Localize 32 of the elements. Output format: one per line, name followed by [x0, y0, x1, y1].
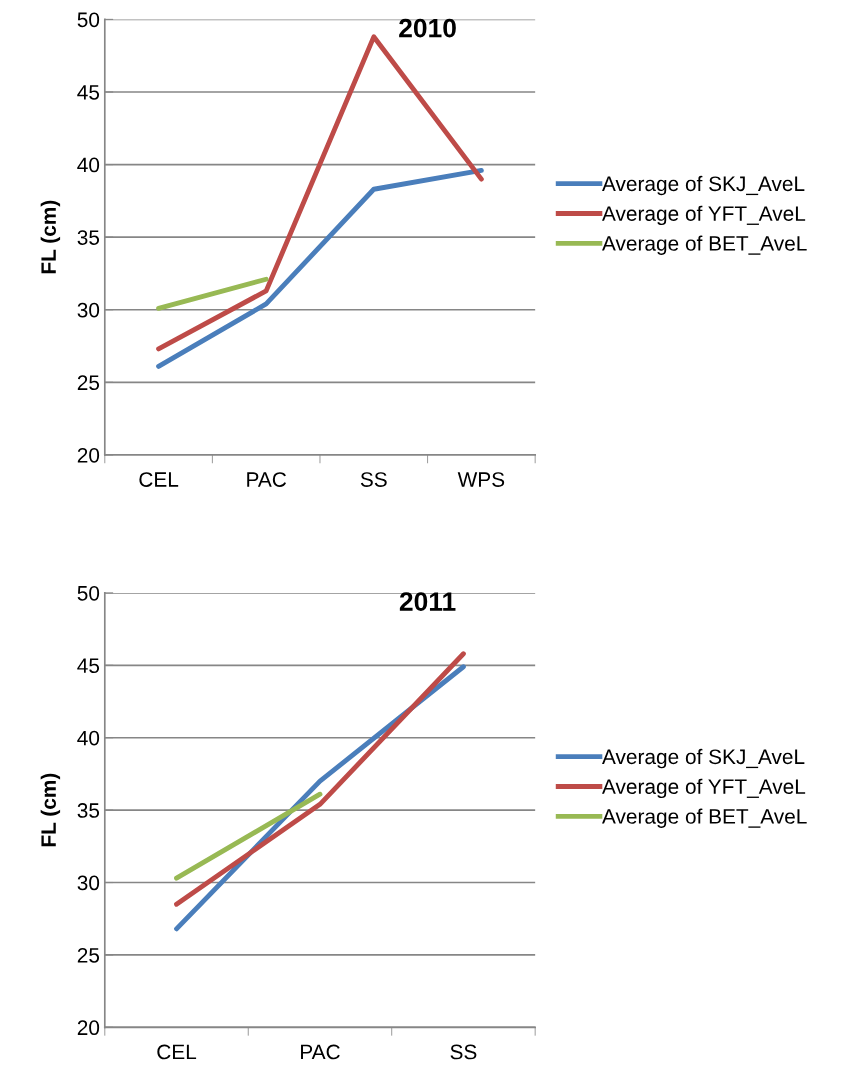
y-tick-label: 45: [77, 658, 100, 674]
y-tick-label: 30: [77, 875, 100, 891]
y-tick-label: 35: [77, 230, 100, 245]
legend-label: Average of BET_AveL: [602, 808, 807, 828]
y-tick-label: 20: [77, 447, 100, 463]
x-tick-label: PAC: [247, 472, 287, 487]
x-tick-label: CEL: [157, 1044, 197, 1060]
y-tick-label: 35: [77, 803, 100, 818]
legend-label: Average of BET_AveL: [602, 235, 807, 255]
x-tick-label: PAC: [301, 1044, 340, 1060]
y-tick-label: 50: [77, 12, 100, 28]
legend-label: Average of YFT_AveL: [602, 778, 806, 799]
x-tick-label: WPS: [457, 472, 505, 487]
y-tick-label: 45: [77, 85, 100, 100]
line-series: [156, 167, 484, 369]
x-tick-label: SS: [360, 472, 387, 487]
legend-label: Average of SKJ_AveL: [602, 175, 805, 196]
y-axis-title: FL (cm): [40, 200, 61, 274]
x-tick-label: SS: [450, 1044, 477, 1060]
y-tick-label: 30: [77, 302, 100, 318]
y-tick-label: 40: [77, 157, 100, 173]
y-tick-label: 20: [77, 1020, 100, 1036]
legend-label: Average of SKJ_AveL: [602, 748, 805, 769]
chart-title: 2011: [399, 592, 456, 611]
legend-label: Average of YFT_AveL: [602, 205, 806, 226]
y-axis-title: FL (cm): [40, 773, 61, 847]
y-tick-label: 40: [77, 730, 100, 746]
x-tick-label: CEL: [139, 472, 179, 487]
y-tick-label: 25: [77, 947, 100, 963]
y-tick-label: 25: [77, 375, 100, 391]
y-tick-label: 50: [77, 585, 100, 601]
chart-title: 2010: [399, 18, 456, 38]
